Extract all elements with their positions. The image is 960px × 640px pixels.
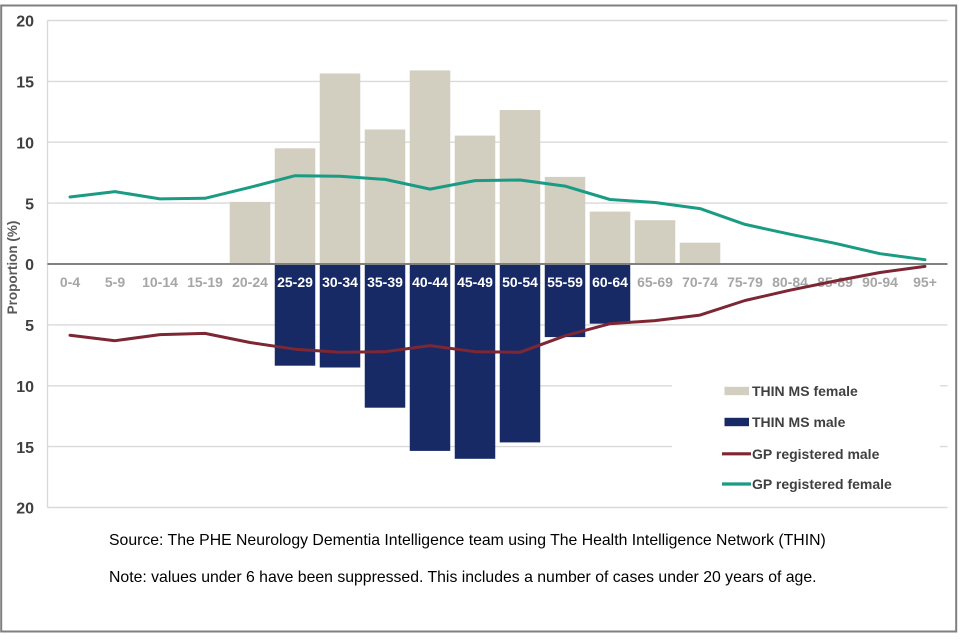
svg-text:80-84: 80-84 <box>772 274 808 290</box>
svg-text:25-29: 25-29 <box>277 274 313 290</box>
svg-text:10-14: 10-14 <box>142 274 178 290</box>
svg-text:70-74: 70-74 <box>682 274 718 290</box>
svg-text:55-59: 55-59 <box>547 274 583 290</box>
svg-text:Note: values under 6 have been: Note: values under 6 have been suppresse… <box>109 569 817 586</box>
svg-text:5: 5 <box>25 196 34 213</box>
svg-text:40-44: 40-44 <box>412 274 448 290</box>
svg-text:Proportion (%): Proportion (%) <box>5 221 20 315</box>
svg-text:90-94: 90-94 <box>862 274 898 290</box>
svg-text:0: 0 <box>25 257 34 274</box>
svg-text:50-54: 50-54 <box>502 274 538 290</box>
svg-text:35-39: 35-39 <box>367 274 403 290</box>
svg-text:10: 10 <box>16 135 34 152</box>
svg-text:GP registered female: GP registered female <box>752 476 892 492</box>
svg-text:Source: The PHE Neurology Deme: Source: The PHE Neurology Dementia Intel… <box>109 532 826 549</box>
svg-text:20: 20 <box>16 14 34 31</box>
svg-text:20: 20 <box>16 501 34 518</box>
svg-text:65-69: 65-69 <box>637 274 673 290</box>
svg-text:5-9: 5-9 <box>105 274 125 290</box>
svg-text:30-34: 30-34 <box>322 274 358 290</box>
svg-text:10: 10 <box>16 379 34 396</box>
svg-text:0-4: 0-4 <box>60 274 80 290</box>
svg-text:15: 15 <box>16 75 34 92</box>
svg-text:45-49: 45-49 <box>457 274 493 290</box>
svg-text:95+: 95+ <box>913 274 937 290</box>
svg-text:THIN MS female: THIN MS female <box>752 383 858 399</box>
svg-text:15-19: 15-19 <box>187 274 223 290</box>
svg-text:60-64: 60-64 <box>592 274 628 290</box>
svg-text:GP registered male: GP registered male <box>752 446 880 462</box>
svg-text:15: 15 <box>16 440 34 457</box>
svg-text:75-79: 75-79 <box>727 274 763 290</box>
svg-text:5: 5 <box>25 318 34 335</box>
svg-text:THIN MS male: THIN MS male <box>752 414 846 430</box>
svg-text:20-24: 20-24 <box>232 274 268 290</box>
